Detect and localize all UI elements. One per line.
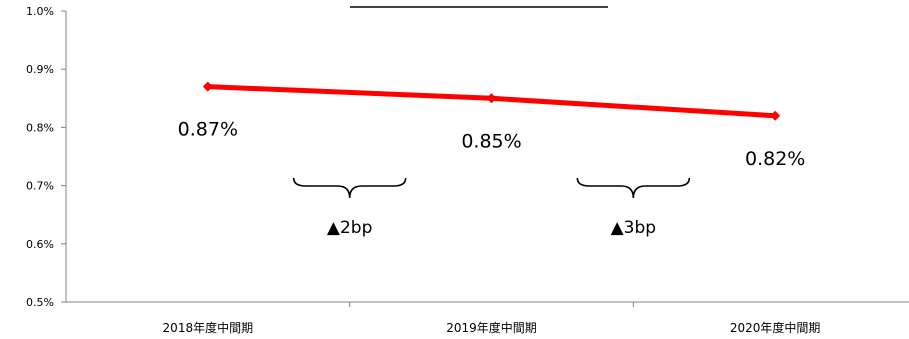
- data-label: 0.87%: [178, 119, 238, 141]
- axes: 0.5% 0.6% 0.7% 0.8% 0.9% 1.0% 2018年度中間期 2019年度中…: [26, 5, 909, 335]
- y-tick-label: 0.5%: [26, 296, 54, 309]
- y-tick-label: 0.8%: [26, 121, 54, 134]
- y-tick-label: 1.0%: [26, 5, 54, 18]
- data-label: 0.85%: [461, 130, 521, 152]
- labels-group: 0.87% 0.85% 0.82%: [178, 119, 806, 170]
- x-tick-label: 2020年度中間期: [730, 320, 821, 335]
- x-tick-label: 2019年度中間期: [446, 320, 537, 335]
- y-tick-label: 0.6%: [26, 238, 54, 251]
- y-tick-label: 0.9%: [26, 63, 54, 76]
- annotation-label: ▲2bp: [327, 218, 372, 238]
- x-tick-label: 2018年度中間期: [163, 320, 254, 335]
- annotations-group: ▲2bp ▲3bp: [292, 177, 691, 238]
- data-point-marker: [770, 110, 781, 121]
- annotation-label: ▲3bp: [611, 218, 656, 238]
- data-label: 0.82%: [745, 148, 805, 170]
- annotation-brace: [292, 177, 407, 199]
- data-point-marker: [202, 81, 213, 92]
- data-point-marker: [486, 93, 497, 104]
- y-tick-label: 0.7%: [26, 180, 54, 193]
- series-group: [202, 81, 781, 121]
- annotation-brace: [576, 177, 691, 199]
